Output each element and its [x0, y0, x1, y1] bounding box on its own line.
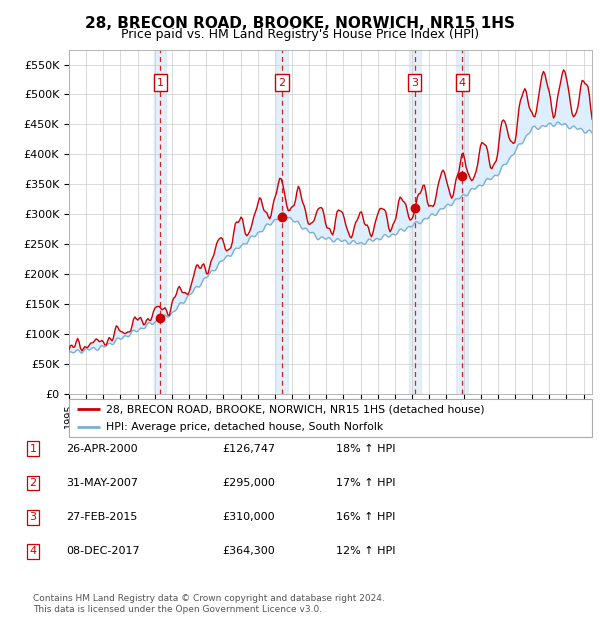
Text: 16% ↑ HPI: 16% ↑ HPI	[336, 512, 395, 522]
Text: Price paid vs. HM Land Registry's House Price Index (HPI): Price paid vs. HM Land Registry's House …	[121, 28, 479, 41]
Text: £295,000: £295,000	[222, 478, 275, 488]
Text: 08-DEC-2017: 08-DEC-2017	[66, 546, 140, 556]
Text: 4: 4	[459, 78, 466, 87]
Bar	[409, 50, 421, 394]
Bar	[276, 50, 288, 394]
Text: 3: 3	[412, 78, 418, 87]
Text: 12% ↑ HPI: 12% ↑ HPI	[336, 546, 395, 556]
Text: 31-MAY-2007: 31-MAY-2007	[66, 478, 138, 488]
Text: £310,000: £310,000	[222, 512, 275, 522]
Bar	[154, 50, 166, 394]
Text: 2: 2	[29, 478, 37, 488]
Text: 28, BRECON ROAD, BROOKE, NORWICH, NR15 1HS: 28, BRECON ROAD, BROOKE, NORWICH, NR15 1…	[85, 16, 515, 30]
Text: Contains HM Land Registry data © Crown copyright and database right 2024.: Contains HM Land Registry data © Crown c…	[33, 593, 385, 603]
Text: 17% ↑ HPI: 17% ↑ HPI	[336, 478, 395, 488]
Text: 2: 2	[278, 78, 286, 87]
Text: HPI: Average price, detached house, South Norfolk: HPI: Average price, detached house, Sout…	[106, 422, 383, 432]
Text: 28, BRECON ROAD, BROOKE, NORWICH, NR15 1HS (detached house): 28, BRECON ROAD, BROOKE, NORWICH, NR15 1…	[106, 404, 484, 414]
Text: This data is licensed under the Open Government Licence v3.0.: This data is licensed under the Open Gov…	[33, 604, 322, 614]
Text: 4: 4	[29, 546, 37, 556]
Text: 1: 1	[157, 78, 164, 87]
Bar	[457, 50, 469, 394]
Text: 27-FEB-2015: 27-FEB-2015	[66, 512, 137, 522]
Text: 1: 1	[29, 444, 37, 454]
Text: 18% ↑ HPI: 18% ↑ HPI	[336, 444, 395, 454]
Text: 26-APR-2000: 26-APR-2000	[66, 444, 137, 454]
Text: 3: 3	[29, 512, 37, 522]
Text: £364,300: £364,300	[222, 546, 275, 556]
Text: £126,747: £126,747	[222, 444, 275, 454]
FancyBboxPatch shape	[69, 399, 592, 437]
